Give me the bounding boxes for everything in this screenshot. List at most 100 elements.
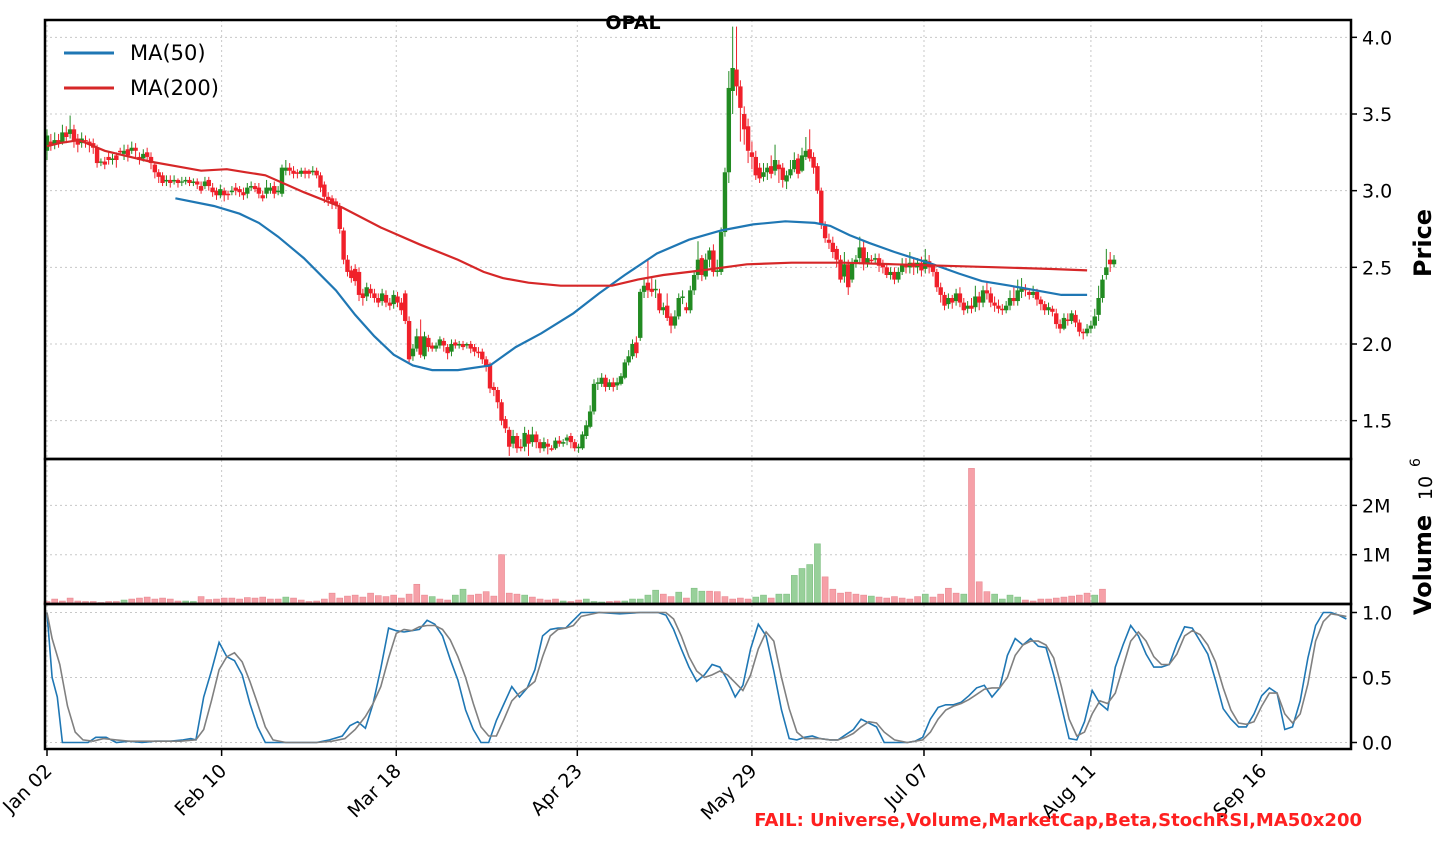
candle-body [757, 167, 762, 179]
volume-bar [475, 593, 482, 605]
volume-bar [1076, 594, 1083, 605]
volume-bar [452, 594, 459, 605]
candle-body [56, 140, 61, 144]
candle-body [1077, 322, 1082, 332]
candle-body [742, 114, 747, 130]
candle-body [980, 290, 986, 303]
legend: MA(50) MA(200) [64, 41, 219, 100]
volume-bar [975, 581, 983, 605]
candle-body [1007, 298, 1013, 306]
candle-body [549, 448, 554, 450]
candle-body [961, 302, 966, 311]
candle-body [1092, 316, 1097, 326]
candle-body [826, 239, 832, 243]
candle-body [784, 175, 789, 182]
moving-average-lines [46, 138, 1088, 372]
candle-body [661, 307, 666, 311]
y-tick-label: 2.5 [1362, 257, 1392, 279]
candle-body [537, 442, 543, 449]
volume-bar [706, 590, 713, 605]
x-tick-label: Jul 07 [880, 760, 934, 814]
candle-body [387, 302, 393, 306]
candle-body [811, 156, 816, 168]
candle-body [1081, 331, 1086, 334]
candle-body [468, 344, 473, 349]
candle-body [815, 166, 820, 191]
volume-bar [1083, 592, 1091, 605]
candle-body [846, 264, 851, 288]
candle-body [187, 179, 192, 183]
candle-body [572, 442, 577, 449]
candle-body [225, 193, 231, 196]
candle-body [553, 440, 558, 449]
candle-body [522, 432, 527, 447]
candle-body [768, 166, 774, 174]
candle-body [996, 305, 1001, 309]
candle-body [803, 150, 809, 157]
candle-body [626, 356, 631, 363]
candle-body [530, 434, 535, 443]
candle-body [383, 294, 389, 303]
volume-bar [390, 594, 397, 605]
candle-body [341, 230, 346, 260]
candle-body [969, 305, 974, 309]
candle-body [241, 192, 246, 196]
volume-bar [952, 592, 960, 605]
candle-body [260, 195, 265, 199]
candle-body [144, 152, 150, 157]
candle-body [761, 172, 766, 177]
candle-body [437, 339, 443, 346]
volume-bar [644, 594, 652, 605]
volume-bar [690, 587, 698, 605]
candle-body [483, 359, 489, 367]
volume-bar [367, 592, 374, 605]
candle-body [557, 440, 562, 444]
candle-body [876, 258, 882, 266]
candle-body [587, 411, 593, 427]
candle-body [884, 267, 889, 275]
candle-body [507, 429, 512, 447]
candle-body [691, 275, 697, 291]
y-tick-label: 1.0 [1362, 603, 1392, 625]
y-tick-label: 3.5 [1362, 104, 1392, 126]
candle-body [326, 196, 331, 200]
candle-body [614, 382, 620, 386]
candle-body [953, 293, 959, 302]
candle-body [580, 434, 585, 449]
volume-bar [1091, 594, 1099, 605]
candle-body [414, 336, 419, 349]
candle-body [1104, 267, 1109, 275]
candle-body [749, 152, 755, 157]
candle-body [310, 170, 315, 173]
volume-bar [459, 588, 467, 605]
candle-body [480, 351, 485, 360]
volume-scale-power: 6 [1408, 458, 1424, 467]
candle-body [279, 167, 285, 194]
candle-body [753, 156, 758, 176]
volume-bar [783, 593, 790, 605]
candle-body [622, 362, 628, 378]
candle-body [830, 242, 836, 252]
candle-body [256, 187, 262, 194]
candle-body [198, 186, 204, 191]
volume-bar [945, 587, 952, 605]
volume-bar [652, 589, 659, 605]
candle-body [611, 382, 616, 387]
candle-body [892, 271, 897, 280]
candle-body [1065, 319, 1070, 321]
candle-body [807, 149, 812, 159]
candle-body [560, 442, 566, 444]
candle-body [919, 262, 924, 271]
candle-body [422, 336, 427, 357]
candle-body [1084, 328, 1090, 334]
candle-body [141, 153, 146, 159]
candle-body [545, 443, 550, 447]
candle-body [102, 161, 107, 165]
candle-body [183, 179, 188, 182]
chart-title: OPAL [605, 12, 660, 34]
candle-body [175, 179, 181, 183]
price-axis-label: Price [1409, 209, 1437, 277]
x-tick-label: May 29 [697, 760, 762, 825]
candle-body [1057, 324, 1063, 329]
